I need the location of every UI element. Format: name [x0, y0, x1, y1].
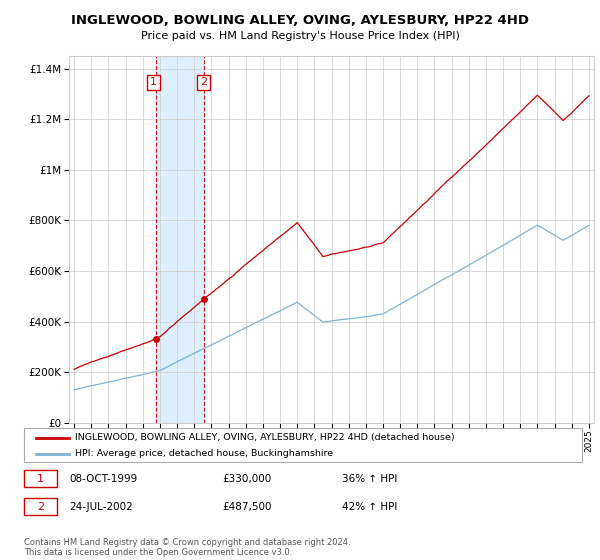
Text: 2: 2 — [200, 77, 208, 87]
Text: 2: 2 — [37, 502, 44, 512]
Text: 08-OCT-1999: 08-OCT-1999 — [69, 474, 137, 484]
Text: £330,000: £330,000 — [222, 474, 271, 484]
Bar — [156, 56, 203, 423]
Text: Price paid vs. HM Land Registry's House Price Index (HPI): Price paid vs. HM Land Registry's House … — [140, 31, 460, 41]
Text: 24-JUL-2002: 24-JUL-2002 — [69, 502, 133, 512]
Text: 36% ↑ HPI: 36% ↑ HPI — [342, 474, 397, 484]
Text: INGLEWOOD, BOWLING ALLEY, OVING, AYLESBURY, HP22 4HD (detached house): INGLEWOOD, BOWLING ALLEY, OVING, AYLESBU… — [75, 433, 455, 442]
Text: 1: 1 — [150, 77, 157, 87]
Text: 42% ↑ HPI: 42% ↑ HPI — [342, 502, 397, 512]
Text: Contains HM Land Registry data © Crown copyright and database right 2024.
This d: Contains HM Land Registry data © Crown c… — [24, 538, 350, 557]
Text: HPI: Average price, detached house, Buckinghamshire: HPI: Average price, detached house, Buck… — [75, 449, 333, 458]
Text: INGLEWOOD, BOWLING ALLEY, OVING, AYLESBURY, HP22 4HD: INGLEWOOD, BOWLING ALLEY, OVING, AYLESBU… — [71, 14, 529, 27]
Text: 1: 1 — [37, 474, 44, 484]
Text: £487,500: £487,500 — [222, 502, 271, 512]
